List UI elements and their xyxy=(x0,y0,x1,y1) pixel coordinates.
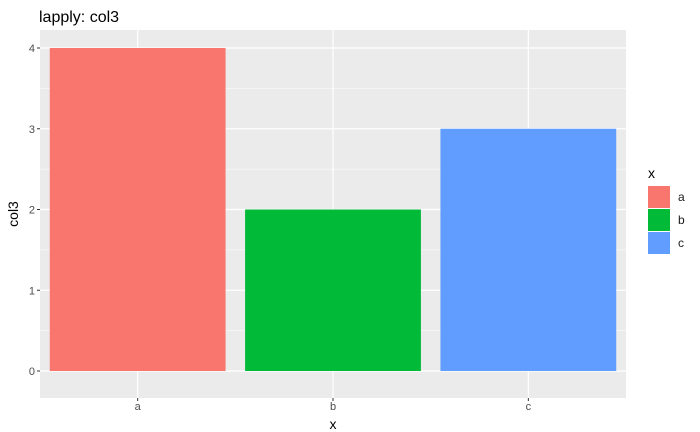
legend-title: x xyxy=(648,165,655,181)
legend-key-b xyxy=(648,209,670,231)
y-tick-label: 0 xyxy=(29,366,35,378)
legend-label: b xyxy=(678,213,685,227)
x-axis-label: x xyxy=(330,416,337,432)
legend-label: c xyxy=(678,236,684,250)
legend-key-c xyxy=(648,232,670,254)
bars xyxy=(49,48,617,371)
legend: abc xyxy=(648,186,685,254)
x-tick-label: c xyxy=(526,401,532,413)
x-tick-label: b xyxy=(330,401,336,413)
bar-b xyxy=(245,209,421,371)
y-tick-label: 4 xyxy=(29,43,35,55)
bar-c xyxy=(440,128,617,371)
legend-key-a xyxy=(648,186,670,208)
chart-title: lapply: col3 xyxy=(39,9,119,26)
x-tick-label: a xyxy=(135,401,142,413)
bar-a xyxy=(49,48,226,371)
axes: 0 1 2 3 4 a b c xyxy=(29,43,532,413)
y-tick-label: 1 xyxy=(29,285,35,297)
y-axis-label: col3 xyxy=(5,201,21,227)
y-tick-label: 3 xyxy=(29,124,35,136)
legend-label: a xyxy=(678,190,685,204)
y-tick-label: 2 xyxy=(29,205,35,217)
